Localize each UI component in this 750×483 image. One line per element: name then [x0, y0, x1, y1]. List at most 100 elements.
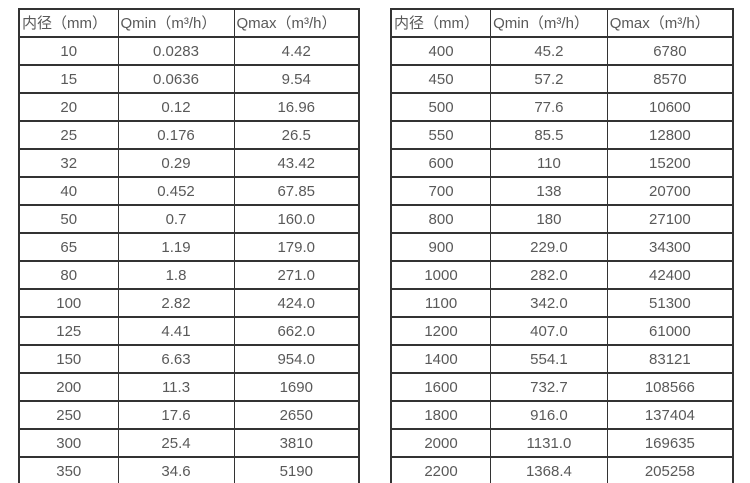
table-cell: 200 — [18, 372, 119, 402]
table-cell: 17.6 — [117, 400, 235, 430]
table-cell: 10 — [18, 36, 119, 66]
table-cell: 250 — [18, 400, 119, 430]
table-cell: 271.0 — [233, 260, 360, 290]
table-cell: 1000 — [390, 260, 492, 290]
table-cell: 110 — [490, 148, 608, 178]
table-cell: 1200 — [390, 316, 492, 346]
table-cell: 0.0636 — [117, 64, 235, 94]
table-row: 32 0.29 43.42 — [18, 148, 360, 178]
table-row: 450 57.2 8570 — [390, 64, 734, 94]
table-cell: 25 — [18, 120, 119, 150]
header-row: 内径（mm） Qmin（m³/h） Qmax（m³/h） — [390, 8, 734, 38]
table-cell: 6780 — [606, 36, 734, 66]
table-cell: 900 — [390, 232, 492, 262]
table-row: 300 25.4 3810 — [18, 428, 360, 458]
table-cell: 350 — [18, 456, 119, 483]
column-header-qmin: Qmin（m³/h） — [117, 8, 235, 38]
table-row: 1600 732.7 108566 — [390, 372, 734, 402]
table-cell: 1100 — [390, 288, 492, 318]
table-cell: 25.4 — [117, 428, 235, 458]
table-row: 15 0.0636 9.54 — [18, 64, 360, 94]
table-row: 400 45.2 6780 — [390, 36, 734, 66]
table-cell: 61000 — [606, 316, 734, 346]
table-cell: 700 — [390, 176, 492, 206]
table-cell: 43.42 — [233, 148, 360, 178]
table-cell: 27100 — [606, 204, 734, 234]
table-row: 150 6.63 954.0 — [18, 344, 360, 374]
table-cell: 108566 — [606, 372, 734, 402]
table-cell: 1690 — [233, 372, 360, 402]
table-cell: 12800 — [606, 120, 734, 150]
table-row: 1800 916.0 137404 — [390, 400, 734, 430]
table-cell: 282.0 — [490, 260, 608, 290]
table-row: 350 34.6 5190 — [18, 456, 360, 483]
table-body: 10 0.0283 4.42 15 0.0636 9.54 20 0.12 16.96 25 0.1… — [18, 36, 360, 483]
table-cell: 65 — [18, 232, 119, 262]
flow-table-right: 内径（mm） Qmin（m³/h） Qmax（m³/h） 400 45.2 6780… — [390, 8, 734, 483]
table-cell: 42400 — [606, 260, 734, 290]
column-header-diameter: 内径（mm） — [18, 8, 119, 38]
table-row: 100 2.82 424.0 — [18, 288, 360, 318]
column-header-qmax: Qmax（m³/h） — [233, 8, 360, 38]
table-cell: 45.2 — [490, 36, 608, 66]
table-cell: 916.0 — [490, 400, 608, 430]
table-cell: 3810 — [233, 428, 360, 458]
table-cell: 20 — [18, 92, 119, 122]
table-cell: 125 — [18, 316, 119, 346]
table-cell: 424.0 — [233, 288, 360, 318]
table-cell: 2650 — [233, 400, 360, 430]
table-cell: 954.0 — [233, 344, 360, 374]
table-cell: 57.2 — [490, 64, 608, 94]
table-cell: 1600 — [390, 372, 492, 402]
table-cell: 6.63 — [117, 344, 235, 374]
table-cell: 15 — [18, 64, 119, 94]
header-row: 内径（mm） Qmin（m³/h） Qmax（m³/h） — [18, 8, 360, 38]
table-row: 40 0.452 67.85 — [18, 176, 360, 206]
table-row: 25 0.176 26.5 — [18, 120, 360, 150]
table-cell: 169635 — [606, 428, 734, 458]
table-cell: 77.6 — [490, 92, 608, 122]
table-cell: 85.5 — [490, 120, 608, 150]
table-row: 50 0.7 160.0 — [18, 204, 360, 234]
table-cell: 500 — [390, 92, 492, 122]
table-cell: 67.85 — [233, 176, 360, 206]
table-cell: 550 — [390, 120, 492, 150]
table-cell: 300 — [18, 428, 119, 458]
table-cell: 179.0 — [233, 232, 360, 262]
table-cell: 40 — [18, 176, 119, 206]
table-cell: 150 — [18, 344, 119, 374]
table-cell: 137404 — [606, 400, 734, 430]
table-cell: 80 — [18, 260, 119, 290]
table-cell: 20700 — [606, 176, 734, 206]
table-cell: 0.452 — [117, 176, 235, 206]
table-cell: 83121 — [606, 344, 734, 374]
table-cell: 0.29 — [117, 148, 235, 178]
table-cell: 5190 — [233, 456, 360, 483]
table-cell: 2.82 — [117, 288, 235, 318]
table-cell: 600 — [390, 148, 492, 178]
table-row: 900 229.0 34300 — [390, 232, 734, 262]
table-cell: 554.1 — [490, 344, 608, 374]
table-body: 400 45.2 6780 450 57.2 8570 500 77.6 10600 550 85.… — [390, 36, 734, 483]
table-row: 20 0.12 16.96 — [18, 92, 360, 122]
table-cell: 400 — [390, 36, 492, 66]
table-cell: 180 — [490, 204, 608, 234]
table-cell: 0.7 — [117, 204, 235, 234]
table-row: 1200 407.0 61000 — [390, 316, 734, 346]
table-cell: 1.8 — [117, 260, 235, 290]
table-cell: 1400 — [390, 344, 492, 374]
table-cell: 1.19 — [117, 232, 235, 262]
table-cell: 8570 — [606, 64, 734, 94]
column-header-qmin: Qmin（m³/h） — [490, 8, 608, 38]
table-cell: 34300 — [606, 232, 734, 262]
table-row: 800 180 27100 — [390, 204, 734, 234]
table-cell: 32 — [18, 148, 119, 178]
table-cell: 0.0283 — [117, 36, 235, 66]
table-cell: 100 — [18, 288, 119, 318]
table-row: 2000 1131.0 169635 — [390, 428, 734, 458]
table-row: 1000 282.0 42400 — [390, 260, 734, 290]
column-header-qmax: Qmax（m³/h） — [606, 8, 734, 38]
table-row: 1100 342.0 51300 — [390, 288, 734, 318]
table-cell: 205258 — [606, 456, 734, 483]
